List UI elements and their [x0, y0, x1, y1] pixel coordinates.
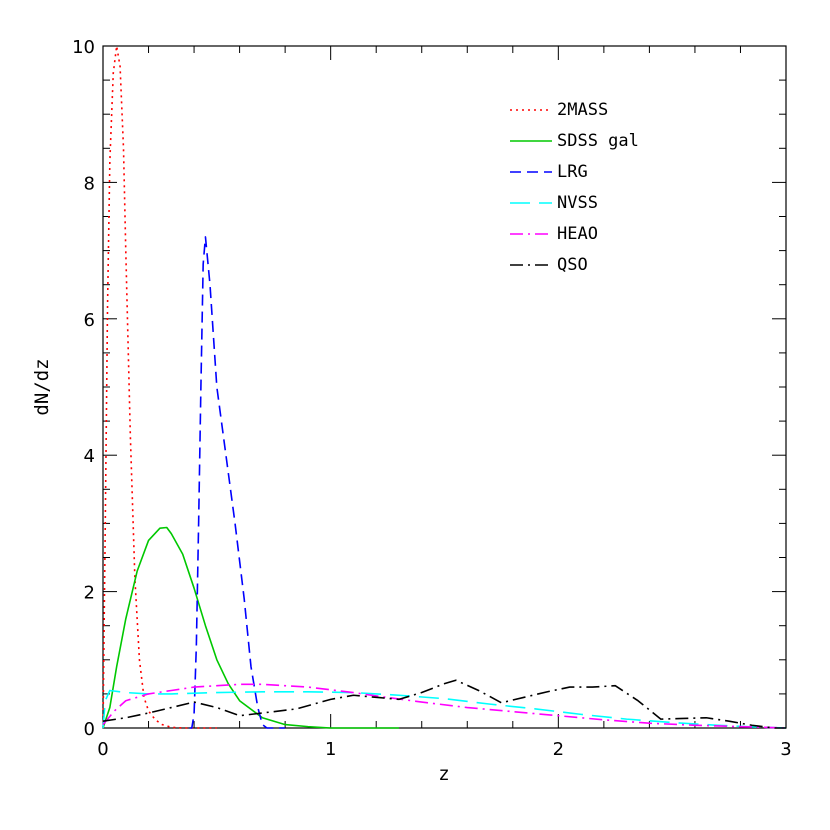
legend-label-sdss-gal: SDSS gal [557, 131, 639, 151]
y-tick-label: 6 [84, 310, 95, 331]
legend: 2MASS SDSS gal LRG NVSS HEAO QSO [510, 100, 639, 275]
y-tick-label: 10 [72, 37, 95, 58]
series-line-2mass [102, 45, 217, 729]
legend-label-lrg: LRG [557, 162, 588, 182]
legend-label-2mass: 2MASS [557, 100, 608, 120]
axis-tick-labels: 0 1 2 3 0 2 4 6 8 10 [72, 37, 792, 760]
y-axis-label: dN/dz [31, 358, 53, 415]
y-tick-label: 2 [84, 583, 95, 604]
x-tick-label: 0 [97, 739, 108, 760]
y-tick-label: 4 [84, 446, 95, 467]
x-tick-label: 3 [780, 739, 791, 760]
y-tick-label: 8 [84, 173, 95, 194]
legend-label-nvss: NVSS [557, 193, 598, 213]
legend-label-heao: HEAO [557, 224, 598, 244]
legend-label-qso: QSO [557, 255, 588, 275]
x-tick-label: 1 [325, 739, 336, 760]
y-tick-label: 0 [84, 719, 95, 740]
series-layer [102, 45, 787, 729]
series-line-lrg [189, 236, 286, 729]
series-line-sdss-gal [102, 526, 399, 729]
x-tick-label: 2 [553, 739, 564, 760]
x-axis-label: z [438, 763, 449, 785]
series-line-qso [102, 679, 786, 729]
series-line-nvss [102, 689, 787, 729]
series-line-heao [102, 683, 787, 729]
axis-ticks [102, 45, 787, 729]
